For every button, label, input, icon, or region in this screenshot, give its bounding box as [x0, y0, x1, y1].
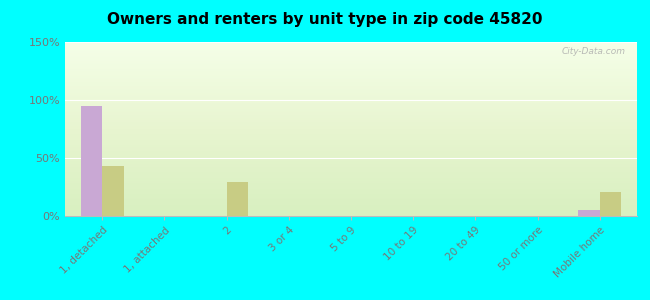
Text: Owners and renters by unit type in zip code 45820: Owners and renters by unit type in zip c…: [107, 12, 543, 27]
Bar: [600, 192, 621, 216]
Bar: [81, 106, 102, 216]
Bar: [102, 166, 124, 216]
Bar: [578, 210, 600, 216]
Text: City-Data.com: City-Data.com: [562, 47, 625, 56]
Bar: [227, 182, 248, 216]
